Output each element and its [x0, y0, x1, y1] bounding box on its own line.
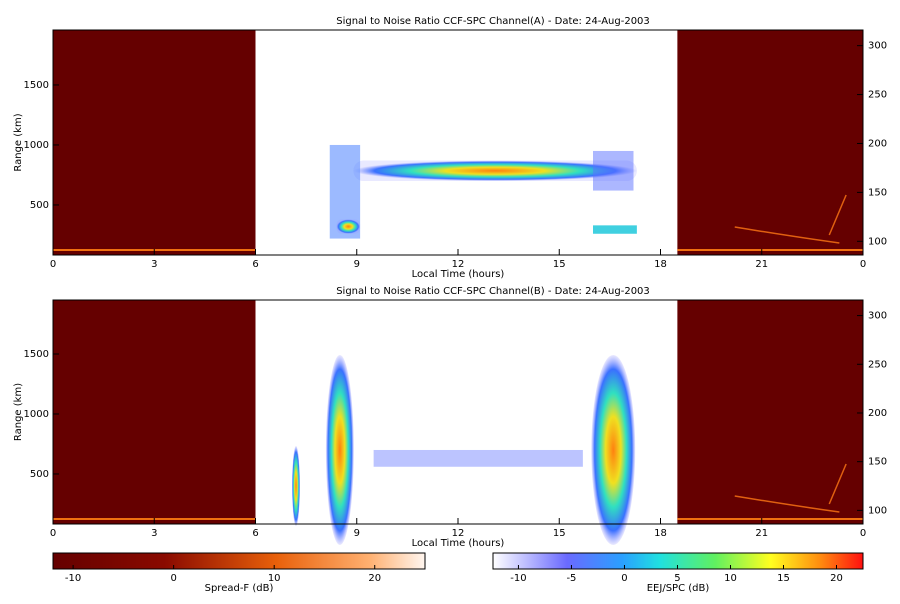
spread-f-echo: [734, 194, 847, 244]
x-tick-label: 6: [252, 528, 258, 539]
colorbar-tick-label: -10: [65, 573, 81, 584]
y-tick-label: 1500: [24, 349, 49, 360]
x-tick-label: 3: [151, 259, 157, 270]
y2-tick-label: 200: [868, 408, 887, 419]
x-tick-label: 0: [50, 528, 56, 539]
x-tick-label: 21: [755, 528, 768, 539]
y-axis-label: Range (km): [13, 383, 24, 441]
x-tick-label: 21: [755, 259, 768, 270]
echo: [373, 449, 583, 467]
y2-tick-label: 150: [868, 457, 887, 468]
colorbar-tick-label: 10: [268, 573, 281, 584]
spread-f-block: [53, 30, 256, 255]
y-tick-label: 1000: [24, 140, 49, 151]
echo: [593, 150, 634, 191]
y-tick-label: 1500: [24, 80, 49, 91]
y-tick-label: 500: [30, 200, 49, 211]
spread-f-block: [677, 300, 863, 524]
y2-tick-label: 250: [868, 359, 887, 370]
x-tick-label: 12: [452, 259, 465, 270]
colorbar-tick-label: 20: [368, 573, 381, 584]
y2-tick-label: 300: [868, 311, 887, 322]
colorbar-label: Spread-F (dB): [205, 583, 274, 594]
echo: [336, 219, 361, 234]
colorbar-label: EEJ/SPC (dB): [647, 583, 710, 594]
y2-tick-label: 200: [868, 138, 887, 149]
x-tick-label: 9: [354, 528, 360, 539]
y2-tick-label: 150: [868, 187, 887, 198]
x-tick-label: 3: [151, 528, 157, 539]
heatmap-panel: [53, 30, 863, 255]
x-tick-label: 9: [354, 259, 360, 270]
x-tick-label: 0: [860, 259, 866, 270]
x-tick-label: 12: [452, 528, 465, 539]
x-tick-label: 0: [50, 259, 56, 270]
echo: [593, 225, 637, 234]
spread-f-block: [53, 300, 256, 524]
colorbar-tick-label: 5: [674, 573, 680, 584]
echo: [591, 354, 636, 545]
spread-f-echo: [677, 518, 863, 520]
colorbar: [52, 552, 426, 570]
echo: [353, 160, 637, 181]
x-tick-label: 0: [860, 528, 866, 539]
chart-title: Signal to Noise Ratio CCF-SPC Channel(B)…: [336, 286, 650, 297]
x-axis-label: Local Time (hours): [412, 538, 505, 549]
colorbar-tick-label: 15: [777, 573, 790, 584]
spread-f-block: [677, 30, 863, 255]
y2-tick-label: 100: [868, 236, 887, 247]
echo: [292, 445, 300, 526]
colorbar-tick-label: -5: [566, 573, 576, 584]
colorbar-tick-label: 20: [830, 573, 843, 584]
x-tick-label: 18: [654, 528, 667, 539]
colorbar-tick-label: -10: [510, 573, 526, 584]
y2-tick-label: 100: [868, 505, 887, 516]
y2-tick-label: 300: [868, 41, 887, 52]
y-axis-label: Range (km): [13, 113, 24, 171]
spread-f-echo: [734, 463, 847, 513]
colorbar: [492, 552, 864, 570]
y-tick-label: 500: [30, 469, 49, 480]
x-tick-label: 18: [654, 259, 667, 270]
colorbar-tick-label: 0: [621, 573, 627, 584]
chart-title: Signal to Noise Ratio CCF-SPC Channel(A)…: [336, 16, 650, 27]
x-tick-label: 15: [553, 528, 566, 539]
colorbar-tick-label: 0: [170, 573, 176, 584]
x-tick-label: 15: [553, 259, 566, 270]
heatmap-panel: [53, 300, 863, 545]
y-tick-label: 1000: [24, 409, 49, 420]
x-tick-label: 6: [252, 259, 258, 270]
echo: [325, 354, 354, 545]
spread-f-echo: [677, 249, 863, 251]
x-axis-label: Local Time (hours): [412, 269, 505, 280]
y2-tick-label: 250: [868, 90, 887, 101]
colorbar-tick-label: 10: [724, 573, 737, 584]
